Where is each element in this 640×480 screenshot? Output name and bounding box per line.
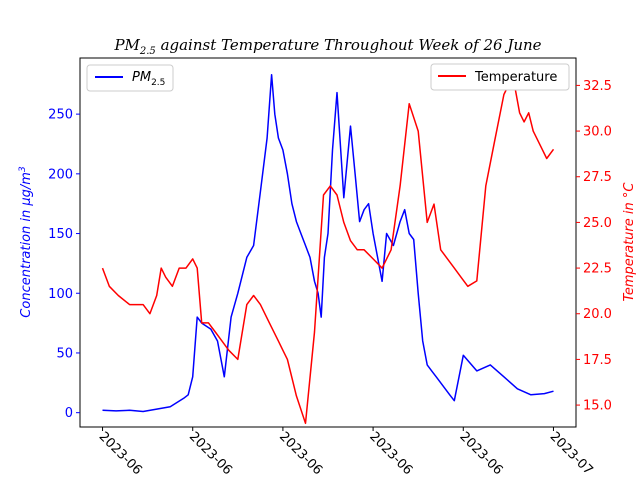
- legend-pm25-label: PM2.5: [132, 70, 165, 88]
- right-axis-label: Temperature in °C: [622, 182, 637, 302]
- left-tick-label: 200: [48, 167, 73, 182]
- left-tick-label: 0: [65, 406, 73, 421]
- x-tick-label: 2023-07: [547, 429, 596, 478]
- legend-temperature: Temperature: [430, 63, 570, 91]
- x-tick-label: 2023-06: [456, 429, 505, 478]
- plot-area: [79, 57, 577, 428]
- right-tick-label: 17.5: [583, 353, 612, 368]
- right-tick-label: 22.5: [583, 262, 612, 277]
- series-line-temperature: [101, 75, 555, 425]
- right-tick-label: 32.5: [583, 79, 612, 94]
- legend-pm25: PM2.5: [86, 64, 174, 92]
- right-tick-label: 27.5: [583, 170, 612, 185]
- right-tick-label: 30.0: [583, 125, 612, 140]
- x-tick-label: 2023-06: [276, 429, 325, 478]
- legend-pm25-box: [86, 64, 174, 92]
- right-tick-label: 15.0: [583, 399, 612, 414]
- left-tick-label: 150: [48, 227, 73, 242]
- legend-temperature-label: Temperature: [474, 70, 557, 85]
- chart-title: PM2.5 against Temperature Throughout Wee…: [113, 36, 541, 57]
- x-tick-label: 2023-06: [96, 429, 145, 478]
- left-axis-label: Concentration in μg/m3: [18, 166, 34, 318]
- left-tick-label: 100: [48, 287, 73, 302]
- legend-temperature-box: [430, 63, 570, 91]
- x-tick-label: 2023-06: [366, 429, 415, 478]
- left-tick-label: 50: [56, 346, 73, 361]
- x-tick-label: 2023-06: [186, 429, 235, 478]
- right-tick-label: 25.0: [583, 216, 612, 231]
- left-tick-label: 250: [48, 108, 73, 123]
- right-tick-label: 20.0: [583, 307, 612, 322]
- series-line-pm25: [102, 73, 554, 413]
